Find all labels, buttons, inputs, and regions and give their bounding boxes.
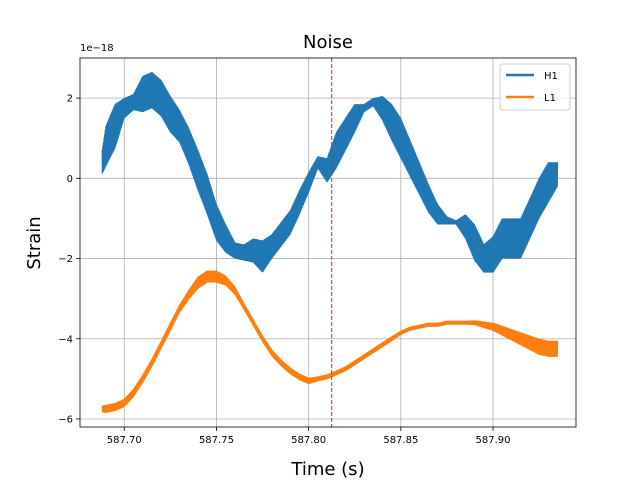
y-axis-label: Strain [24, 216, 45, 269]
y-tick-label: −4 [58, 334, 73, 345]
y-tick-label: −6 [58, 414, 73, 425]
series-h1-line [101, 72, 559, 273]
series-l1-line [101, 270, 559, 413]
y-tick-label: −2 [58, 254, 73, 265]
y-tick-label: 0 [67, 174, 73, 185]
plot-frame [79, 57, 577, 428]
x-tick-label: 587.75 [199, 435, 234, 446]
x-axis-label: Time (s) [290, 459, 364, 480]
chart-title: Noise [303, 32, 353, 53]
tick-layer: 587.70 587.75 587.80 587.85 587.90 −6 −4 −2 0 2 [58, 94, 510, 446]
x-tick-label: 587.80 [291, 435, 326, 446]
x-tick-label: 587.85 [383, 435, 418, 446]
y-axis-offset-label: 1e−18 [80, 43, 114, 54]
legend-box [499, 63, 571, 111]
legend-label-h1: H1 [544, 71, 558, 82]
series-layer [101, 72, 559, 413]
x-tick-label: 587.90 [476, 435, 511, 446]
y-tick-label: 2 [67, 94, 73, 105]
legend-label-l1: L1 [544, 93, 556, 104]
x-tick-label: 587.70 [107, 435, 142, 446]
legend: H1 L1 [499, 63, 571, 111]
